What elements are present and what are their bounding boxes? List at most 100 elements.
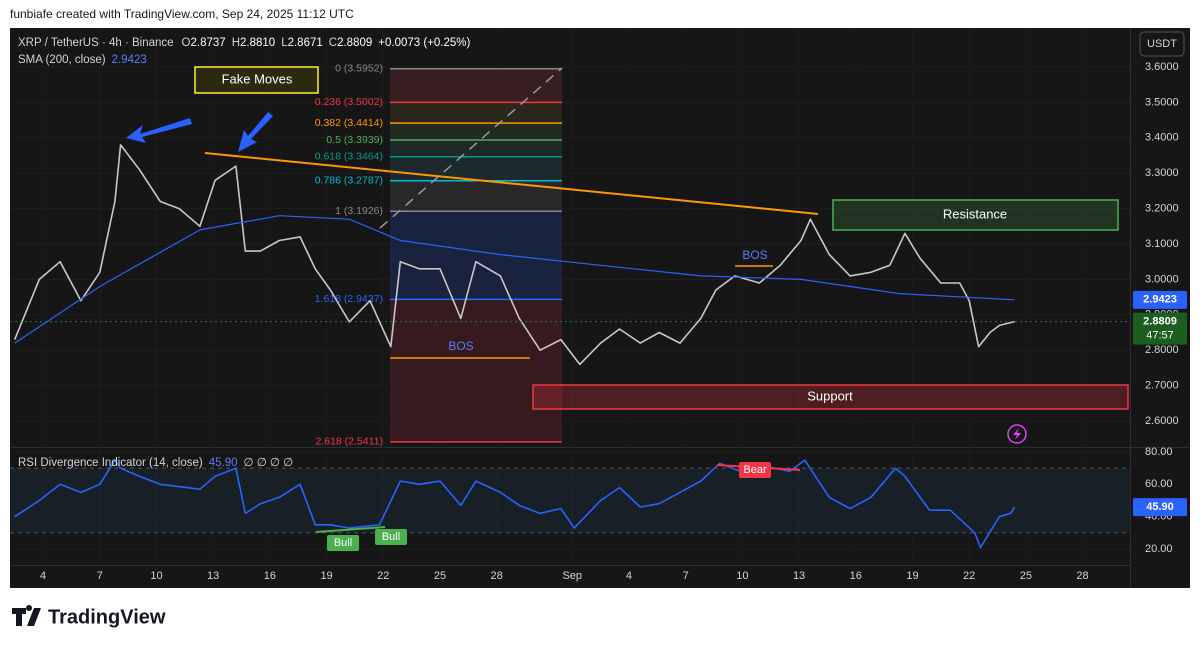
ohlc-key: C bbox=[329, 37, 337, 49]
y-tick-label: 3.0000 bbox=[1145, 273, 1179, 285]
fake-moves-box bbox=[194, 66, 319, 94]
signal-label: Bull bbox=[334, 537, 352, 549]
last-price-tag bbox=[1133, 312, 1187, 345]
countdown: 47:57 bbox=[1146, 329, 1174, 341]
sma-name: SMA (200, close) bbox=[18, 54, 106, 66]
y-tick-label: 3.2000 bbox=[1145, 203, 1179, 215]
currency-button[interactable] bbox=[1139, 31, 1185, 57]
fib-label: 0.618 (3.3464) bbox=[315, 151, 383, 163]
rsi-value-label: 45.90 bbox=[1146, 501, 1174, 513]
fib-zone bbox=[390, 68, 562, 103]
arrow bbox=[238, 112, 273, 152]
sma-value: 2.9423 bbox=[112, 54, 147, 66]
signal-label: Bull bbox=[382, 531, 400, 543]
fib-label: 1.618 (2.9437) bbox=[315, 293, 383, 305]
signal-tag bbox=[739, 462, 771, 478]
x-tick-label: 7 bbox=[683, 570, 689, 582]
alert-icon bbox=[1007, 424, 1027, 444]
x-tick-label: 4 bbox=[626, 570, 632, 582]
y-tick-label: 3.5000 bbox=[1145, 96, 1179, 108]
change: +0.0073 (+0.25%) bbox=[378, 37, 470, 49]
fib-zone bbox=[390, 211, 562, 300]
x-tick-label: 19 bbox=[320, 570, 332, 582]
logo-icon bbox=[12, 605, 41, 626]
x-tick-label: 25 bbox=[434, 570, 446, 582]
logo: TradingView bbox=[12, 605, 166, 628]
x-tick-label: 13 bbox=[207, 570, 219, 582]
fib-zone bbox=[390, 139, 562, 157]
rsi-value-tag bbox=[1133, 498, 1187, 517]
sma-price-tag bbox=[1133, 290, 1187, 309]
x-tick-label: 22 bbox=[963, 570, 975, 582]
x-tick-label: 10 bbox=[150, 570, 162, 582]
rsi-name: RSI Divergence Indicator (14, close) bbox=[18, 457, 203, 469]
last-price-label: 2.8809 bbox=[1143, 315, 1177, 327]
x-tick-label: 7 bbox=[97, 570, 103, 582]
ohlc-value: 2.8810 bbox=[240, 37, 275, 49]
x-tick-label: Sep bbox=[562, 570, 582, 582]
fake-moves-label: Fake Moves bbox=[222, 71, 293, 86]
fib-label: 0 (3.5952) bbox=[335, 62, 383, 74]
x-tick-label: 16 bbox=[850, 570, 862, 582]
fib-zone bbox=[390, 102, 562, 124]
x-tick-label: 25 bbox=[1020, 570, 1032, 582]
x-tick-label: 19 bbox=[906, 570, 918, 582]
x-tick-label: 13 bbox=[793, 570, 805, 582]
fib-label: 0.786 (3.2787) bbox=[315, 175, 383, 187]
signal-tag bbox=[375, 529, 407, 545]
resistance-zone bbox=[832, 199, 1119, 231]
ohlc-key: O bbox=[182, 37, 191, 49]
y-tick-label: 2.7000 bbox=[1145, 380, 1179, 392]
y-tick-label: 20.00 bbox=[1145, 543, 1173, 555]
support-label: Support bbox=[807, 388, 853, 403]
alert-icon bbox=[1013, 428, 1021, 440]
sma-price-label: 2.9423 bbox=[1143, 294, 1177, 306]
ohlc-key: H bbox=[232, 37, 240, 49]
fib-label: 0.382 (3.4414) bbox=[315, 117, 383, 129]
fib-zone bbox=[390, 299, 562, 442]
rsi-value: 45.90 bbox=[209, 457, 238, 469]
fib-zone bbox=[390, 156, 562, 181]
x-tick-label: 28 bbox=[491, 570, 503, 582]
sma-line bbox=[14, 215, 1015, 344]
y-tick-label: 2.8000 bbox=[1145, 344, 1179, 356]
y-tick-label: 60.00 bbox=[1145, 478, 1173, 490]
plot: 3.6000 3.5000 3.4000 3.3000 3.2000 3.1000 3.00… bbox=[10, 28, 1187, 582]
bull-divergence bbox=[315, 526, 386, 533]
signal-tag bbox=[327, 535, 359, 551]
y-tick-label: 3.3000 bbox=[1145, 167, 1179, 179]
ohlc-key: L bbox=[281, 37, 288, 49]
logo-text: TradingView bbox=[48, 606, 166, 628]
x-tick-label: 10 bbox=[736, 570, 748, 582]
arrow bbox=[126, 118, 192, 143]
trend-line bbox=[204, 152, 819, 215]
x-tick-label: 22 bbox=[377, 570, 389, 582]
currency[interactable]: USDT bbox=[1147, 38, 1177, 50]
rsi-line bbox=[14, 459, 1016, 549]
resistance-label: Resistance bbox=[943, 206, 1007, 221]
x-tick-label: 4 bbox=[40, 570, 46, 582]
y-tick-label: 3.6000 bbox=[1145, 61, 1179, 73]
sma-legend: SMA (200, close) 2.9423 bbox=[18, 54, 147, 66]
symbol: XRP / TetherUS · 4h · Binance bbox=[18, 37, 174, 49]
rsi-legend: RSI Divergence Indicator (14, close) 45.9… bbox=[18, 457, 293, 469]
fib-zone bbox=[390, 123, 562, 140]
y-tick-label: 80.00 bbox=[1145, 446, 1173, 458]
fib-label: 1 (3.1926) bbox=[335, 205, 383, 217]
x-tick-label: 16 bbox=[264, 570, 276, 582]
fib-label: 0.236 (3.5002) bbox=[315, 96, 383, 108]
support-zone bbox=[532, 384, 1129, 410]
fib-trend bbox=[379, 67, 563, 229]
y-tick-label: 2.6000 bbox=[1145, 415, 1179, 427]
y-tick-label: 3.4000 bbox=[1145, 132, 1179, 144]
rsi-extra: ∅ ∅ ∅ ∅ bbox=[244, 457, 294, 469]
bos-label: BOS bbox=[448, 339, 473, 353]
signal-label: Bear bbox=[743, 464, 767, 476]
chart-panel bbox=[10, 28, 1190, 588]
bos-label: BOS bbox=[742, 248, 767, 262]
ohlc-value: 2.8809 bbox=[337, 37, 372, 49]
ohlc-value: 2.8671 bbox=[288, 37, 323, 49]
y-tick-label: 3.1000 bbox=[1145, 238, 1179, 250]
